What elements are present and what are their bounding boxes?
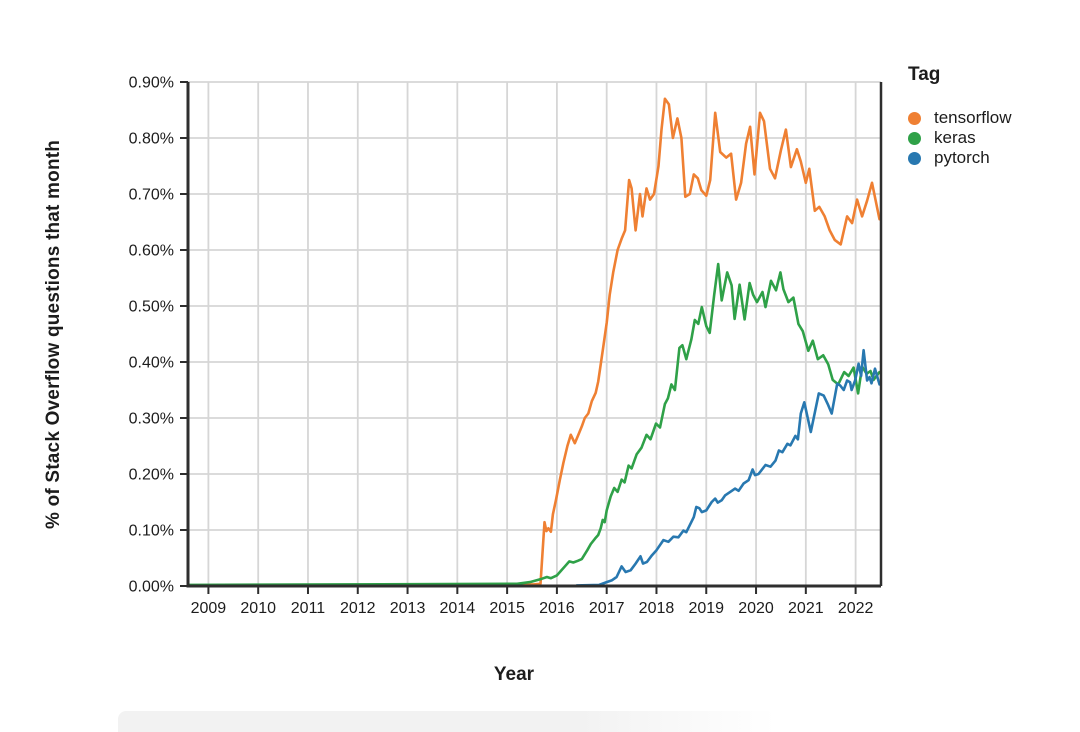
x-tick-label: 2021 bbox=[788, 600, 824, 617]
legend-items: tensorflow keras pytorch bbox=[908, 108, 1073, 168]
bottom-page-band bbox=[118, 711, 776, 732]
series-lines bbox=[186, 97, 881, 588]
x-tick-label: 2022 bbox=[838, 600, 874, 617]
y-axis-title: % of Stack Overflow questions that month bbox=[43, 139, 64, 529]
y-tick-label: 0.50% bbox=[129, 299, 174, 316]
x-axis-title: Year bbox=[493, 664, 535, 685]
series-line-tensorflow bbox=[192, 97, 881, 588]
legend-label: tensorflow bbox=[934, 108, 1012, 127]
legend-title: Tag bbox=[908, 64, 941, 85]
x-tick-label: 2016 bbox=[539, 600, 575, 617]
legend-dot-tensorflow bbox=[908, 111, 921, 125]
legend-label: pytorch bbox=[934, 148, 990, 167]
gridlines bbox=[188, 81, 881, 586]
y-tick-label: 0.40% bbox=[129, 355, 174, 372]
y-tick-label: 0.60% bbox=[129, 243, 174, 260]
y-tick-label: 0.80% bbox=[129, 131, 174, 148]
legend-item-keras: keras bbox=[908, 128, 1073, 148]
x-tick-label: 2015 bbox=[489, 600, 525, 617]
y-tick-label: 0.70% bbox=[129, 187, 174, 204]
x-tick-label: 2017 bbox=[589, 600, 625, 617]
x-tick-label: 2010 bbox=[240, 600, 276, 617]
x-tick-label: 2012 bbox=[340, 600, 376, 617]
x-tick-label: 2011 bbox=[291, 600, 326, 617]
y-tick-label: 0.10% bbox=[129, 523, 174, 540]
series-line-pytorch bbox=[575, 348, 881, 587]
legend-label: keras bbox=[934, 128, 976, 147]
tick-labels: 0.00% 0.10% 0.20% 0.30% 0.40% 0.50% 0.60% 0.70%… bbox=[129, 75, 874, 618]
legend-item-pytorch: pytorch bbox=[908, 148, 1073, 168]
x-tick-label: 2009 bbox=[191, 600, 227, 617]
series-line-keras bbox=[186, 262, 881, 587]
x-tick-label: 2013 bbox=[390, 600, 426, 617]
legend-item-tensorflow: tensorflow bbox=[908, 108, 1073, 128]
x-tick-label: 2014 bbox=[440, 600, 476, 617]
y-tick-label: 0.30% bbox=[129, 411, 174, 428]
legend-dot-keras bbox=[908, 131, 921, 145]
legend: Tag tensorflow keras pytorch bbox=[908, 64, 1073, 168]
x-tick-label: 2020 bbox=[738, 600, 774, 617]
y-tick-label: 0.90% bbox=[129, 75, 174, 92]
y-tick-label: 0.00% bbox=[129, 579, 174, 596]
legend-dot-pytorch bbox=[908, 151, 921, 165]
x-tick-label: 2019 bbox=[688, 600, 724, 617]
axes bbox=[180, 81, 883, 594]
y-tick-label: 0.20% bbox=[129, 467, 174, 484]
x-tick-label: 2018 bbox=[639, 600, 675, 617]
